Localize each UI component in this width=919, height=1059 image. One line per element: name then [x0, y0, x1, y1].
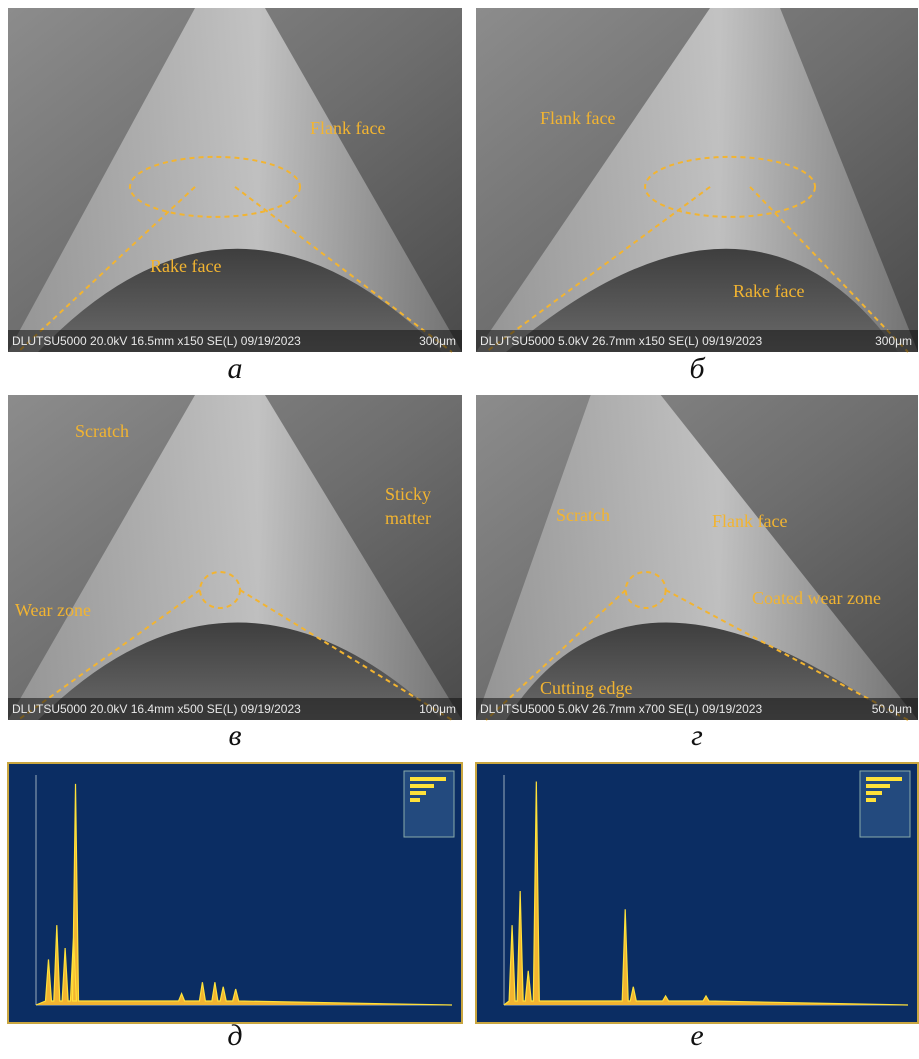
scale-bar-label: 50.0μm	[872, 702, 912, 716]
figure: DLUTSU5000 20.0kV 16.5mm x150 SE(L) 09/1…	[0, 0, 919, 1059]
panel	[8, 763, 462, 1023]
annotation: Rake face	[733, 281, 804, 301]
annotation: Rake face	[150, 256, 221, 276]
legend-bar	[866, 784, 890, 788]
panel: DLUTSU5000 20.0kV 16.4mm x500 SE(L) 09/1…	[8, 395, 462, 720]
panel	[476, 763, 918, 1023]
annotation: Cutting edge	[540, 678, 633, 698]
sem-info: DLUTSU5000 20.0kV 16.5mm x150 SE(L) 09/1…	[12, 334, 301, 348]
annotation: Wear zone	[15, 600, 91, 620]
sem-info: DLUTSU5000 5.0kV 26.7mm x150 SE(L) 09/19…	[480, 334, 762, 348]
legend-bar	[410, 798, 420, 802]
legend-bar	[866, 791, 882, 795]
panel-label: а	[228, 352, 243, 385]
eds-spectrum	[476, 763, 918, 1023]
annotation: Flank face	[310, 118, 385, 138]
panel: DLUTSU5000 5.0kV 26.7mm x150 SE(L) 09/19…	[476, 8, 918, 352]
panel-label: е	[690, 1019, 703, 1052]
panel-label: в	[228, 719, 241, 752]
panel: DLUTSU5000 20.0kV 16.5mm x150 SE(L) 09/1…	[8, 8, 462, 352]
legend-bar	[410, 784, 434, 788]
panel-label: г	[691, 719, 703, 752]
sem-info: DLUTSU5000 20.0kV 16.4mm x500 SE(L) 09/1…	[12, 702, 301, 716]
annotation: matter	[385, 508, 431, 528]
annotation: Flank face	[712, 511, 787, 531]
panel-label: б	[689, 352, 705, 385]
annotation: Scratch	[75, 421, 129, 441]
annotation: Coated wear zone	[752, 588, 881, 608]
legend-bar	[866, 798, 876, 802]
annotation: Sticky	[385, 484, 431, 504]
annotation: Flank face	[540, 108, 615, 128]
scale-bar-label: 300μm	[875, 334, 912, 348]
scale-bar-label: 100μm	[419, 702, 456, 716]
annotation: Scratch	[556, 505, 610, 525]
legend-bar	[866, 777, 902, 781]
panel-label: д	[227, 1019, 242, 1052]
panel: DLUTSU5000 5.0kV 26.7mm x700 SE(L) 09/19…	[476, 395, 918, 720]
scale-bar-label: 300μm	[419, 334, 456, 348]
legend-bar	[410, 791, 426, 795]
sem-info: DLUTSU5000 5.0kV 26.7mm x700 SE(L) 09/19…	[480, 702, 762, 716]
legend-bar	[410, 777, 446, 781]
